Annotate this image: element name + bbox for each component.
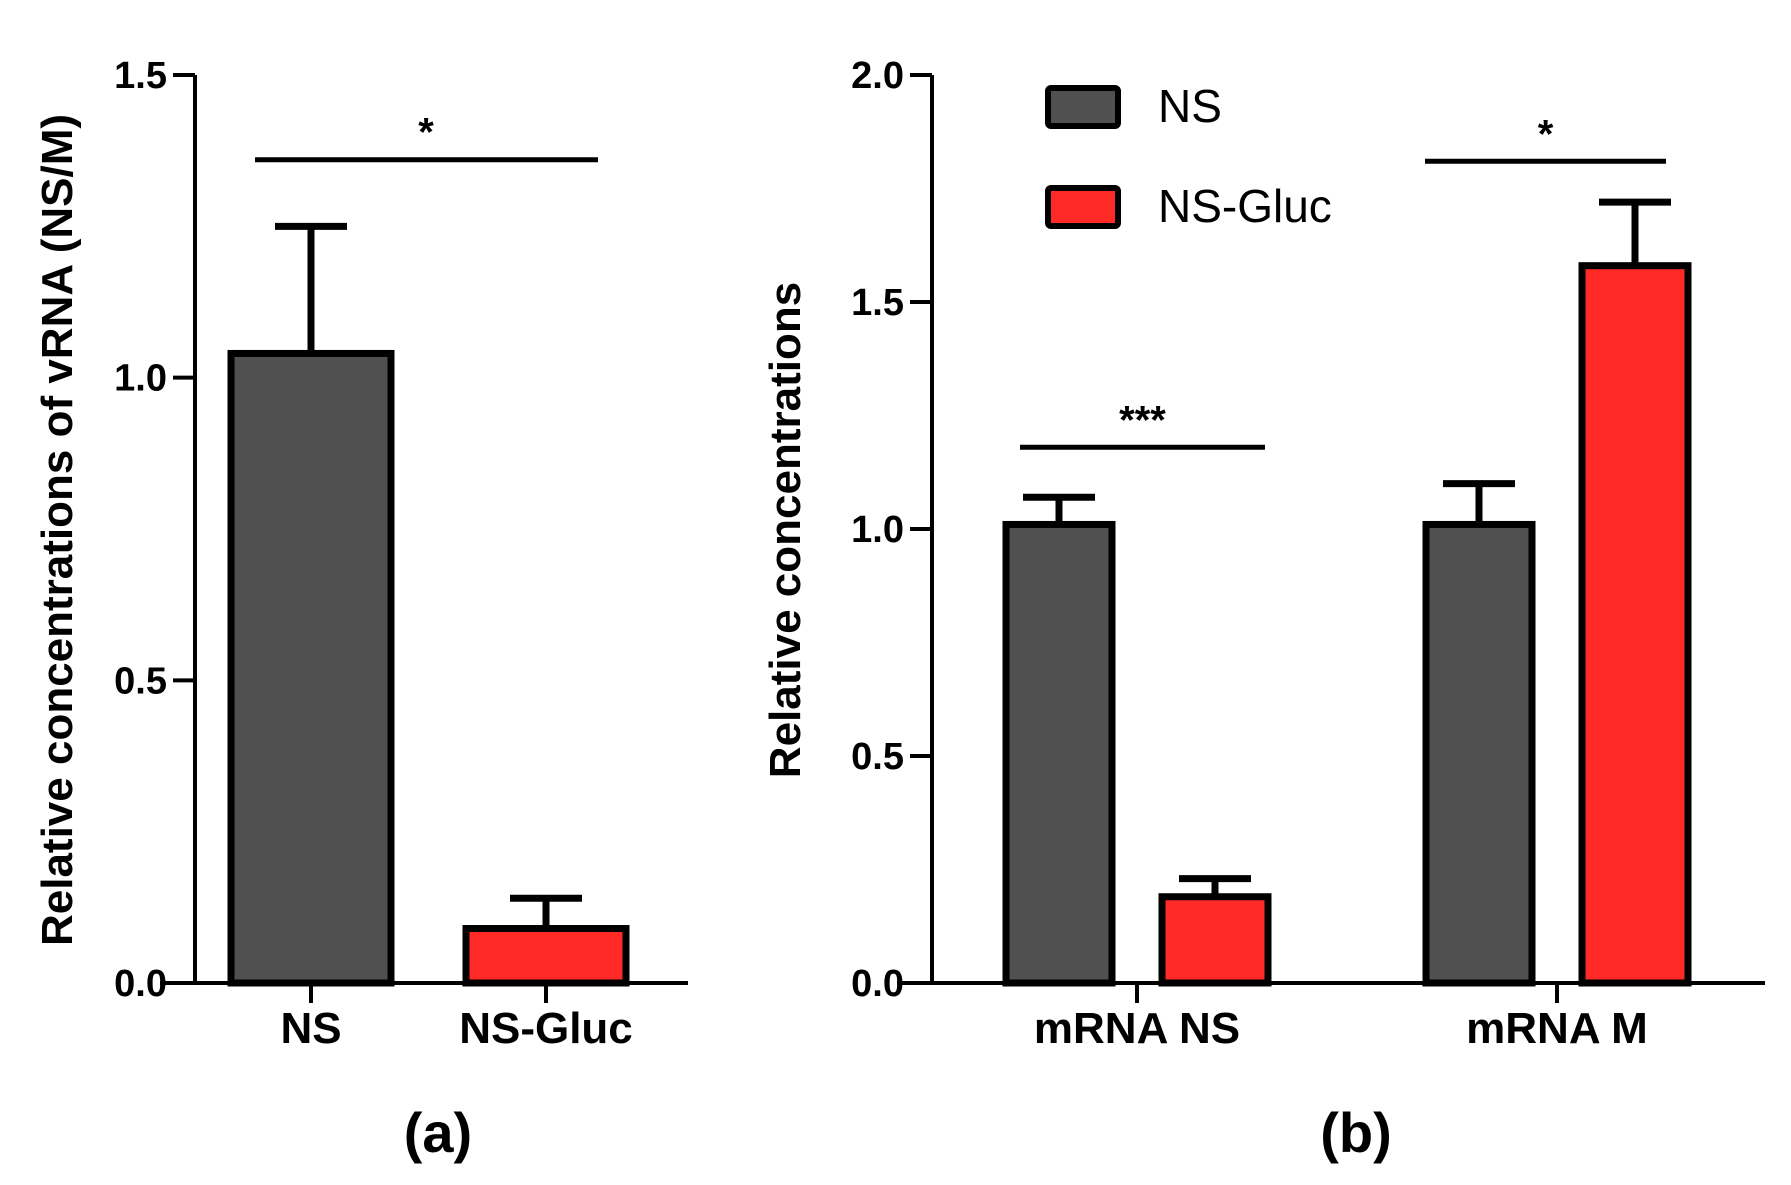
panel-a-y-tick-label: 0.5 <box>114 660 167 702</box>
panel-a-y-tick-label: 1.0 <box>114 358 167 400</box>
legend-swatch-ns <box>1045 85 1121 129</box>
panel-b-y-ticks: 0.0 0.5 1.0 1.5 2.0 <box>851 55 932 1005</box>
bar-ns-gluc <box>1578 262 1692 987</box>
panel-b-label: (b) <box>1320 1101 1392 1164</box>
panel-a-chart: 0.0 0.5 1.0 1.5 NS NS-Gluc * Relative concen… <box>33 55 688 1164</box>
panel-b-y-tick-label: 0.5 <box>851 736 904 778</box>
panel-a-label: (a) <box>404 1101 472 1164</box>
panel-b-y-tick-label: 2.0 <box>851 55 904 97</box>
x-category-label: mRNA NS <box>1034 1004 1240 1053</box>
x-category-label: NS <box>280 1004 341 1053</box>
x-category-label: mRNA M <box>1466 1004 1648 1053</box>
bar-ns <box>1422 520 1536 987</box>
panel-a-bars <box>227 349 630 987</box>
x-category-label: NS-Gluc <box>459 1004 633 1053</box>
panel-b-y-tick-label: 1.5 <box>851 282 904 324</box>
significance-label: * <box>1538 112 1554 156</box>
bar-ns <box>1002 520 1116 987</box>
significance-label: *** <box>1119 398 1166 442</box>
panel-a-y-tick-label: 0.0 <box>114 963 167 1005</box>
panel-b-bars <box>1002 262 1692 987</box>
panel-a-y-ticks: 0.0 0.5 1.0 1.5 <box>114 55 195 1005</box>
panel-b-y-axis-title: Relative concentrations <box>761 282 810 778</box>
panel-b-y-tick-label: 1.0 <box>851 509 904 551</box>
bar-ns-gluc <box>1158 893 1272 987</box>
panel-a-y-axis-title: Relative concentrations of vRNA (NS/M) <box>33 114 82 946</box>
significance-label: * <box>418 111 434 155</box>
panel-b-significance: **** <box>1020 112 1666 450</box>
bar-ns-gluc <box>462 925 630 987</box>
panel-b-x-ticks: mRNA NS mRNA M <box>1034 983 1648 1053</box>
bar-ns <box>227 349 395 987</box>
panel-a-error-bars <box>275 222 582 929</box>
panel-a-x-ticks: NS NS-Gluc <box>280 983 633 1053</box>
panel-b-chart: 0.00.51.01.52.0 mRNA NS mRNA M **** NSNS-… <box>761 55 1765 1164</box>
panel-a-significance: * <box>255 111 598 163</box>
legend-label: NS-Gluc <box>1158 180 1332 232</box>
panel-b-y-tick-label: 0.0 <box>851 963 904 1005</box>
legend-label: NS <box>1158 80 1222 132</box>
legend-swatch-ns-gluc <box>1045 185 1121 229</box>
panel-b-legend: NS NS-Gluc <box>1045 80 1332 232</box>
panel-b-error-bars <box>1023 198 1671 897</box>
panel-a-y-tick-label: 1.5 <box>114 55 167 97</box>
